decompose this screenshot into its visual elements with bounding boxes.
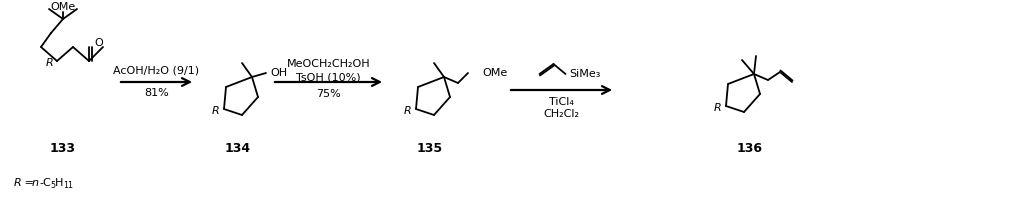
Text: =: = (22, 178, 37, 188)
Text: MeOCH₂CH₂OH: MeOCH₂CH₂OH (287, 59, 371, 69)
Text: 11: 11 (63, 182, 73, 190)
Text: SiMe₃: SiMe₃ (569, 69, 601, 79)
Text: -C: -C (39, 178, 51, 188)
Text: n: n (32, 178, 39, 188)
Text: R: R (14, 178, 22, 188)
Text: OMe: OMe (482, 68, 507, 78)
Text: 81%: 81% (144, 88, 169, 98)
Text: TsOH (10%): TsOH (10%) (296, 72, 360, 82)
Text: H: H (55, 178, 63, 188)
Text: OH: OH (270, 68, 287, 78)
Text: OMe: OMe (50, 2, 76, 12)
Text: 135: 135 (417, 142, 443, 154)
Text: R: R (45, 58, 53, 68)
Text: TiCl₄: TiCl₄ (549, 97, 573, 107)
Text: R: R (714, 103, 721, 113)
Text: AcOH/H₂O (9/1): AcOH/H₂O (9/1) (114, 65, 200, 75)
Text: 133: 133 (50, 142, 76, 154)
Text: R: R (211, 106, 219, 116)
Text: 5: 5 (50, 182, 55, 190)
Text: R: R (403, 106, 411, 116)
Text: 136: 136 (737, 142, 763, 154)
Text: O: O (94, 38, 102, 48)
Text: CH₂Cl₂: CH₂Cl₂ (544, 109, 580, 119)
Text: 75%: 75% (316, 89, 341, 99)
Text: 134: 134 (225, 142, 251, 154)
